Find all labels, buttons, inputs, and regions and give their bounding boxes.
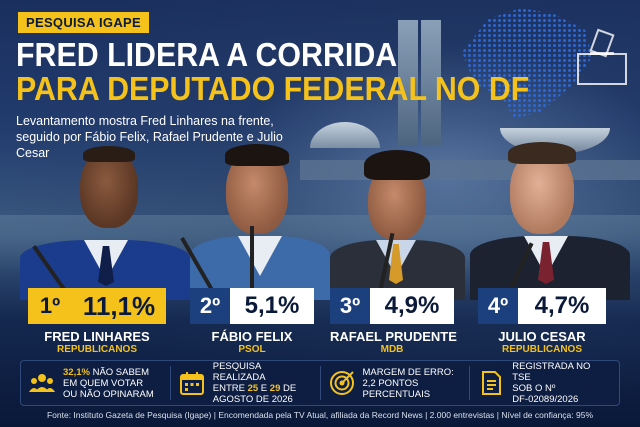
info-survey-dates: PESQUISA REALIZADA ENTRE 25 E 29 DE AGOS… — [171, 361, 321, 405]
header-tag: PESQUISA IGAPE — [18, 12, 149, 33]
ranking-card-2: 2º 5,1% — [190, 288, 314, 324]
survey-text-a: PESQUISA REALIZADA — [212, 361, 266, 383]
rank-label: 4º — [478, 288, 518, 324]
candidate-name: RAFAEL PRUDENTE — [330, 329, 457, 344]
undecided-percent: 32,1% — [63, 366, 90, 378]
ranking-card-1: 1º 11,1% — [28, 288, 166, 324]
info-undecided: 32,1% NÃO SABEM EM QUEM VOTAR OU NÃO OPI… — [21, 366, 171, 400]
survey-text-b-pre: ENTRE — [212, 383, 248, 394]
survey-text-b-mid: E — [258, 383, 270, 394]
headline-line1: FRED LIDERA A CORRIDA — [16, 36, 398, 73]
candidate-name: FRED LINHARES — [44, 329, 150, 344]
source-footnote: Fonte: Instituto Gazeta de Pesquisa (Iga… — [46, 410, 594, 420]
subtitle: Levantamento mostra Fred Linhares na fre… — [16, 114, 283, 160]
rank-label: 1º — [28, 288, 72, 324]
percent-value: 4,9% — [370, 288, 454, 324]
document-icon — [482, 371, 502, 395]
rank-label: 2º — [190, 288, 230, 324]
undecided-text-b: EM QUEM VOTAR — [63, 377, 144, 389]
ranking-card-3: 3º 4,9% — [330, 288, 454, 324]
undecided-text-a: NÃO SABEM — [89, 366, 150, 378]
target-icon — [329, 371, 354, 395]
percent-value: 4,7% — [518, 288, 606, 324]
percent-value: 5,1% — [230, 288, 314, 324]
info-registration: REGISTRADA NO TSE SOB O Nº DF-02089/2026 — [470, 361, 619, 405]
candidate-party: REPUBLICANOS — [56, 344, 137, 355]
candidate-name: FÁBIO FELIX — [211, 329, 293, 344]
candidate-party: MDB — [380, 344, 404, 355]
headline-line2: PARA DEPUTADO FEDERAL NO DF — [16, 70, 530, 107]
survey-text-b-post: DE — [280, 383, 297, 394]
info-margin: MARGEM DE ERRO: 2,2 PONTOS PERCENTUAIS — [321, 366, 471, 400]
tse-text-c: DF-02089/2026 — [512, 394, 579, 405]
survey-date-end: 29 — [269, 383, 281, 394]
survey-text-c: AGOSTO DE 2026 — [212, 394, 293, 405]
margin-text-a: MARGEM DE ERRO: — [362, 366, 454, 378]
people-icon — [29, 374, 55, 392]
percent-value: 11,1% — [72, 288, 166, 324]
margin-text-c: PERCENTUAIS — [362, 388, 431, 400]
margin-text-b: 2,2 PONTOS — [362, 377, 419, 389]
survey-date-start: 25 — [247, 383, 259, 394]
info-bar: 32,1% NÃO SABEM EM QUEM VOTAR OU NÃO OPI… — [20, 360, 620, 406]
calendar-icon — [179, 372, 204, 395]
candidate-party: PSOL — [238, 344, 266, 355]
candidate-name: JULIO CESAR — [498, 329, 586, 344]
candidate-party: REPUBLICANOS — [501, 344, 582, 355]
tse-text-a: REGISTRADA NO TSE — [512, 361, 591, 383]
undecided-text-c: OU NÃO OPINARAM — [63, 388, 154, 400]
ranking-card-4: 4º 4,7% — [478, 288, 606, 324]
tse-text-b: SOB O Nº — [512, 383, 556, 394]
ballot-box-icon — [577, 28, 627, 85]
rank-label: 3º — [330, 288, 370, 324]
